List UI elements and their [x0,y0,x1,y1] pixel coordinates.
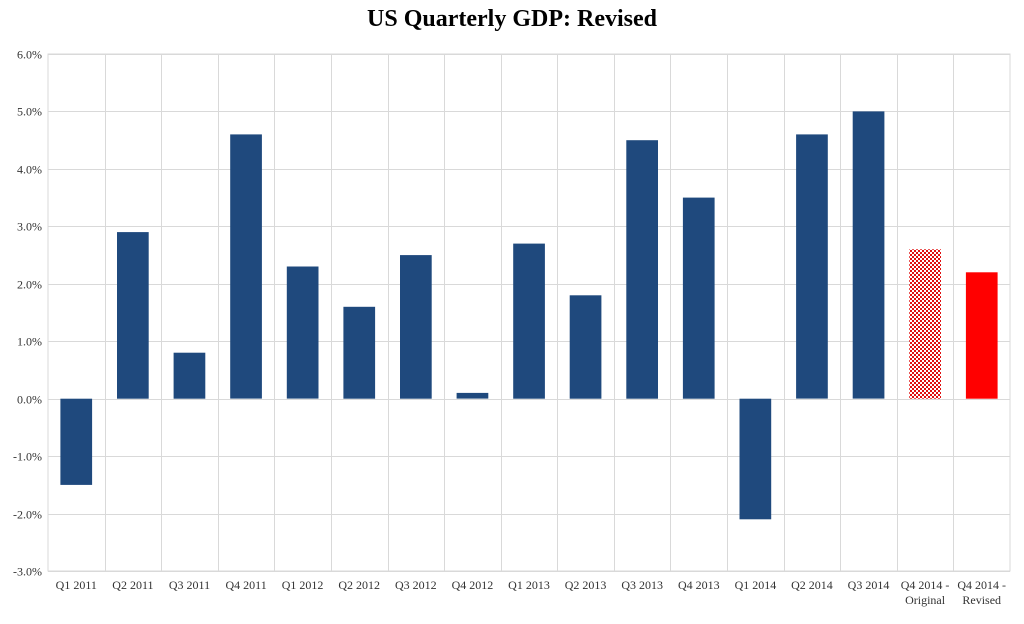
x-tick-label: Q2 2011 [112,578,153,592]
bar [230,134,262,399]
x-tick-label: Q4 2011 [225,578,266,592]
y-tick-label: -1.0% [13,450,42,464]
bar [739,398,772,520]
x-tick-label: Q4 2012 [452,578,494,592]
bar [456,392,489,399]
x-tick-label: Q1 2012 [282,578,324,592]
y-tick-label: -3.0% [13,565,42,579]
bar [796,134,828,399]
y-tick-label: 1.0% [17,335,42,349]
y-tick-label: 2.0% [17,278,42,292]
bar [626,140,658,399]
chart-title: US Quarterly GDP: Revised [367,6,657,32]
bars [60,111,998,520]
bar [852,111,885,399]
y-tick-label: 0.0% [17,393,42,407]
bar [117,232,149,399]
x-tick-label: Q3 2011 [169,578,210,592]
x-tick-label: Revised [962,593,1001,607]
x-tick-label: Q3 2014 [848,578,890,592]
bar [286,266,319,399]
y-tick-label: -2.0% [13,508,42,522]
x-tick-label: Original [905,593,946,607]
x-tick-label: Q4 2014 - [957,578,1006,592]
y-tick-label: 4.0% [17,163,42,177]
bar [682,197,715,399]
bar [400,255,432,399]
x-tick-label: Q4 2014 - [901,578,950,592]
bar [343,306,376,399]
x-tick-label: Q2 2014 [791,578,833,592]
y-tick-label: 3.0% [17,220,42,234]
bar [569,295,602,399]
grid [47,53,1011,572]
bar [513,243,545,399]
x-tick-label: Q3 2013 [621,578,663,592]
y-tick-label: 6.0% [17,48,42,62]
x-tick-label: Q2 2012 [338,578,380,592]
x-tick-label: Q1 2011 [56,578,97,592]
x-tick-label: Q4 2013 [678,578,720,592]
x-tick-label: Q1 2013 [508,578,550,592]
bar [173,352,206,399]
x-tick-label: Q2 2013 [565,578,607,592]
bar [60,398,93,485]
y-tick-label: 5.0% [17,105,42,119]
x-tick-label: Q1 2014 [735,578,777,592]
bar [909,249,941,399]
x-tick-label: Q3 2012 [395,578,437,592]
bar [965,272,998,399]
x-axis-ticks: Q1 2011 Q2 2011 Q3 2011 Q4 2011 Q1 2012 Q2 20… [56,578,1006,607]
y-axis-ticks: 6.0% 5.0% 4.0% 3.0% 2.0% 1.0% 0.0% -1.0% -2.0% -3… [13,48,42,579]
